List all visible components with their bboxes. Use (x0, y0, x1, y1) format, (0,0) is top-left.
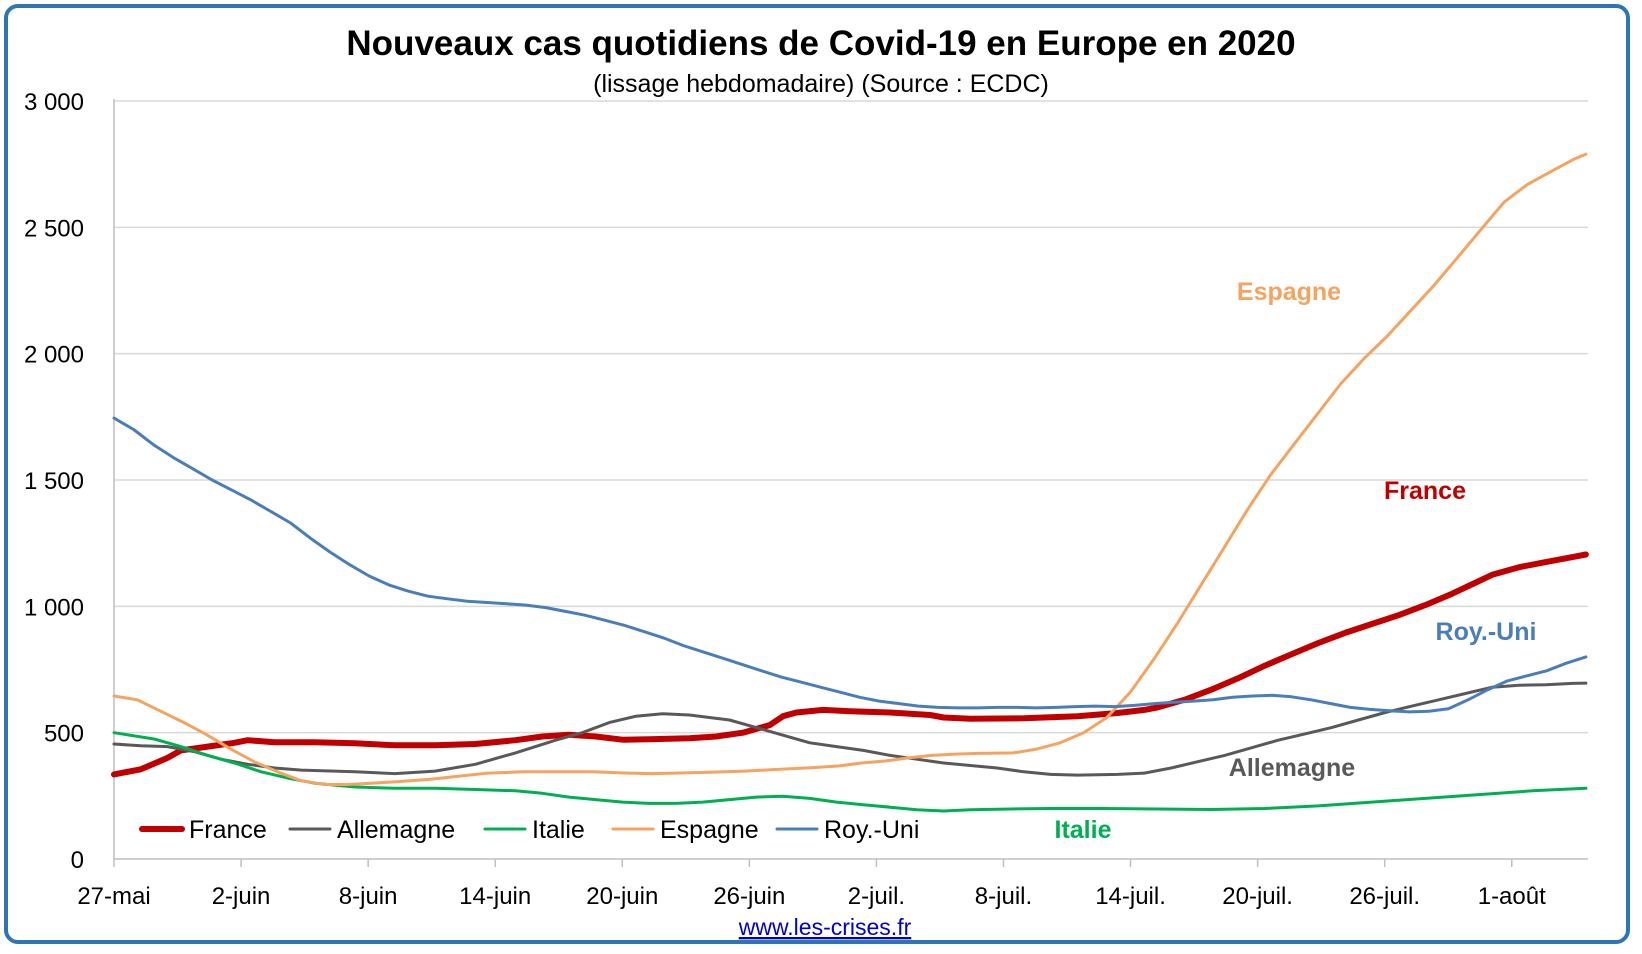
annotation-espagne: Espagne (1237, 278, 1341, 306)
y-tick-label: 2 500 (24, 215, 84, 242)
series-line-espagne (112, 152, 1588, 786)
annotation-allemagne: Allemagne (1229, 754, 1356, 782)
x-tick-label: 2-juil. (848, 883, 905, 910)
series-line-roy-uni (112, 416, 1588, 714)
y-tick-label: 2 000 (24, 342, 84, 369)
y-tick-label: 0 (71, 847, 84, 874)
x-tick-label: 14-juin (459, 883, 531, 910)
y-tick-label: 1 000 (24, 594, 84, 621)
annotation-france: France (1384, 477, 1466, 505)
chart-subtitle: (lissage hebdomadaire) (Source : ECDC) (593, 70, 1049, 98)
legend-label: Roy.-Uni (824, 816, 919, 844)
x-tick-label: 20-juin (586, 883, 658, 910)
legend-label: Allemagne (337, 816, 455, 844)
x-tick-label: 26-juil. (1349, 883, 1420, 910)
chart-title: Nouveaux cas quotidiens de Covid-19 en E… (346, 24, 1295, 63)
x-tick-label: 8-juin (339, 883, 398, 910)
annotation-italie: Italie (1055, 816, 1112, 844)
legend-label: Italie (532, 816, 585, 844)
y-tick-label: 3 000 (24, 89, 84, 116)
x-tick-label: 2-juin (212, 883, 271, 910)
y-axis-ticks: 0 500 1 000 1 500 2 000 2 500 3 000 (24, 89, 84, 874)
y-tick-label: 500 (44, 721, 84, 748)
legend: France Allemagne Italie Espagne Roy.-Uni (139, 816, 919, 844)
chart-frame (4, 4, 1630, 944)
x-axis-ticks: 27-mai 2-juin 8-juin 14-juin 20-juin 26-juin 2… (77, 859, 1546, 910)
series-lines (111, 152, 1589, 813)
x-tick-label: 27-mai (77, 883, 150, 910)
series-annotations: France Allemagne Italie Espagne Roy.-Uni (1055, 278, 1537, 844)
series-line-france (111, 551, 1589, 778)
x-tick-label: 8-juil. (975, 883, 1032, 910)
x-tick-label: 20-juil. (1222, 883, 1293, 910)
x-tick-label: 14-juil. (1095, 883, 1166, 910)
legend-label: Espagne (660, 816, 759, 844)
y-tick-label: 1 500 (24, 468, 84, 495)
source-link[interactable]: www.les-crises.fr (738, 914, 912, 940)
x-tick-label: 1-août (1478, 883, 1546, 910)
series-line-allemagne (112, 681, 1588, 777)
annotation-roy-uni: Roy.-Uni (1436, 618, 1537, 646)
legend-label: France (189, 816, 267, 844)
x-tick-label: 26-juin (713, 883, 785, 910)
